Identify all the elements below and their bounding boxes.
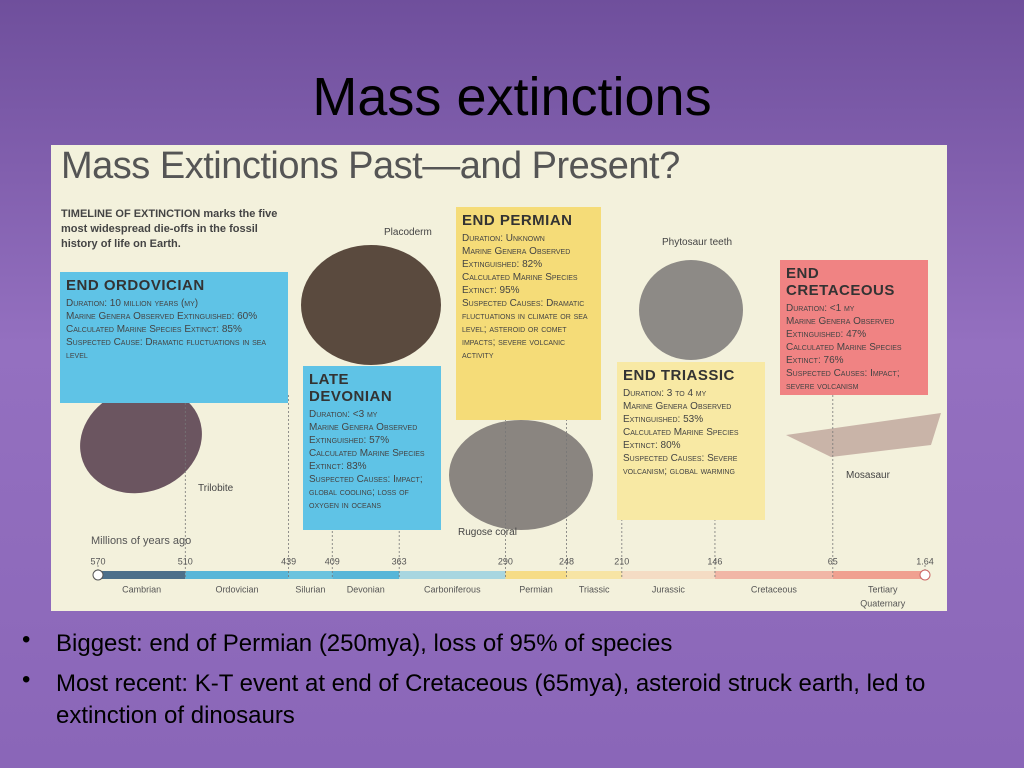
period-label: Tertiary: [868, 584, 898, 594]
timeline-segment: [714, 571, 833, 579]
coral-image: [449, 420, 593, 530]
event-detail: Marine Genera Observed Extinguished: 47%: [786, 316, 895, 340]
timeline-segment: [98, 571, 186, 579]
period-label: Carboniferous: [424, 584, 481, 594]
tick-label: 510: [178, 556, 193, 566]
timeline-segment: [185, 571, 289, 579]
event-heading: END CRETACEOUS: [786, 265, 895, 299]
timeline-start: [92, 569, 104, 581]
event-heading: END PERMIAN: [462, 212, 573, 229]
timeline-end: [919, 569, 931, 581]
fossil-label: Mosasaur: [846, 470, 890, 481]
tick-label: 146: [707, 556, 722, 566]
event-detail: Duration: 10 million years (my): [66, 298, 199, 309]
event-detail: Duration: <1 my: [786, 303, 855, 314]
tick-label: 290: [498, 556, 513, 566]
event-box: END TRIASSIC Duration: 3 to 4 my Marine Ge…: [617, 362, 765, 520]
period-label: Cretaceous: [751, 584, 798, 594]
event-detail: Suspected Causes: Dramatic fluctuations …: [462, 298, 588, 361]
event-detail: Duration: 3 to 4 my: [623, 388, 707, 399]
tick-label: 210: [614, 556, 629, 566]
period-label: Permian: [519, 584, 553, 594]
tick-label: 65: [828, 556, 838, 566]
event-detail: Calculated Marine Species Extinct: 95%: [462, 272, 578, 296]
tick-label: 1.64: [916, 556, 934, 566]
period-label: Quaternary: [860, 598, 906, 608]
period-label: Cambrian: [122, 584, 161, 594]
timeline-segment: [288, 571, 333, 579]
fossil-label: Placoderm: [384, 227, 432, 238]
trilobite-image: [80, 386, 202, 494]
tick-label: 570: [90, 556, 105, 566]
event-detail: Suspected Causes: Impact; global cooling…: [309, 474, 423, 511]
period-label: Triassic: [579, 584, 610, 594]
event-box: LATE DEVONIAN Duration: <3 my Marine Gener…: [303, 366, 441, 530]
tick-label: 363: [392, 556, 407, 566]
event-detail: Marine Genera Observed Extinguished: 53%: [623, 401, 732, 425]
slide-title: Mass extinctions: [312, 67, 712, 127]
event-detail: Suspected Cause: Dramatic fluctuations i…: [66, 337, 267, 361]
timeline-segment: [832, 571, 925, 579]
period-label: Ordovician: [215, 584, 258, 594]
placoderm-image: [301, 245, 441, 365]
event-detail: Duration: Unknown: [462, 233, 545, 244]
tick-label: 439: [281, 556, 296, 566]
event-box: END CRETACEOUS Duration: <1 my Marine Gene…: [780, 260, 928, 395]
period-label: Devonian: [347, 584, 385, 594]
event-detail: Suspected Causes: Severe volcanism; glob…: [623, 453, 738, 477]
event-detail: Marine Genera Observed Extinguished: 57%: [309, 422, 418, 446]
bullet-list: Biggest: end of Permian (250mya), loss o…: [22, 624, 962, 740]
infographic: Millions of years ago 570 510 439 409 363 290 2…: [51, 145, 947, 611]
timeline-segment: [399, 571, 506, 579]
event-detail: Suspected Causes: Impact; severe volcani…: [786, 368, 900, 392]
event-detail: Marine Genera Observed Extinguished: 82%: [462, 246, 571, 270]
timeline-canvas: Millions of years ago 570 510 439 409 363 290 2…: [80, 245, 941, 608]
bullet: Most recent: K-T event at end of Cretace…: [22, 664, 962, 732]
event-detail: Calculated Marine Species Extinct: 83%: [309, 448, 425, 472]
mosasaur-image: [786, 413, 941, 457]
event-detail: Calculated Marine Species Extinct: 80%: [623, 427, 739, 451]
event-box: END ORDOVICIAN Duration: 10 million years…: [60, 272, 288, 403]
event-heading: LATE DEVONIAN: [309, 371, 393, 405]
tick-label: 409: [325, 556, 340, 566]
event-detail: Marine Genera Observed Extinguished: 60%: [66, 311, 258, 322]
period-label: Jurassic: [652, 584, 686, 594]
tick-label: 248: [559, 556, 574, 566]
fossil-label: Phytosaur teeth: [662, 237, 733, 248]
timeline-segment: [332, 571, 400, 579]
event-box: END PERMIAN Duration: Unknown Marine Gener…: [456, 207, 601, 420]
fossil-label: Rugose coral: [458, 527, 517, 538]
axis-title: Millions of years ago: [91, 535, 191, 547]
timeline-segment: [505, 571, 567, 579]
event-detail: Calculated Marine Species Extinct: 85%: [66, 324, 242, 335]
period-label: Silurian: [295, 584, 325, 594]
bullet: Biggest: end of Permian (250mya), loss o…: [22, 624, 962, 660]
timeline-segment: [621, 571, 715, 579]
event-heading: END TRIASSIC: [623, 367, 735, 384]
fossil-label: Trilobite: [198, 483, 234, 494]
timeline-segment: [566, 571, 622, 579]
event-detail: Duration: <3 my: [309, 409, 378, 420]
event-detail: Calculated Marine Species Extinct: 76%: [786, 342, 902, 366]
event-heading: END ORDOVICIAN: [66, 277, 205, 294]
intro: TIMELINE OF EXTINCTION marks the five mo…: [61, 208, 278, 250]
phytosaur-image: [639, 260, 743, 360]
infographic-title: Mass Extinctions Past—and Present?: [61, 145, 680, 187]
